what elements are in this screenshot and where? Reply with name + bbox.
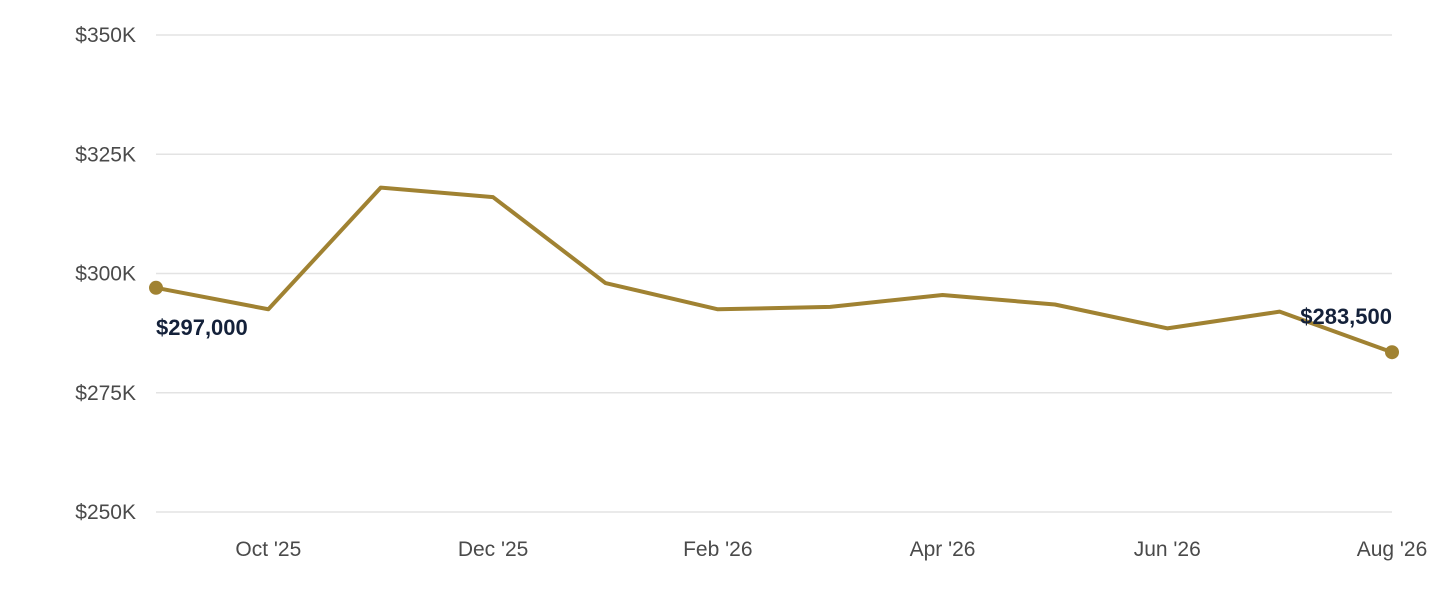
x-tick-label: Dec '25 (458, 538, 529, 561)
x-tick-label: Jun '26 (1134, 538, 1201, 561)
y-tick-label: $350K (75, 24, 136, 47)
series-layer (154, 185, 1394, 355)
y-tick-label: $300K (75, 263, 136, 286)
y-axis-tick-labels: $250K $275K $300K $325K $350K (75, 24, 136, 524)
y-tick-label: $275K (75, 382, 136, 405)
endpoint-marker (149, 280, 163, 295)
data-label: $283,500 (1300, 304, 1392, 329)
x-tick-label: Aug '26 (1357, 538, 1428, 561)
marker-layer (149, 280, 1399, 360)
x-axis-tick-labels: Oct '25 Dec '25 Feb '26 Apr '26 Jun '26 Aug '… (235, 538, 1427, 561)
endpoint-marker (1385, 345, 1399, 360)
series-line (154, 185, 1394, 355)
y-tick-label: $250K (75, 501, 136, 524)
y-tick-label: $325K (75, 143, 136, 166)
x-tick-label: Apr '26 (910, 538, 976, 561)
data-label: $297,000 (156, 315, 248, 340)
data-label-layer: $297,000 $283,500 (156, 304, 1392, 340)
x-tick-label: Oct '25 (235, 538, 301, 561)
x-tick-label: Feb '26 (683, 538, 752, 561)
gridlines (156, 34, 1392, 513)
